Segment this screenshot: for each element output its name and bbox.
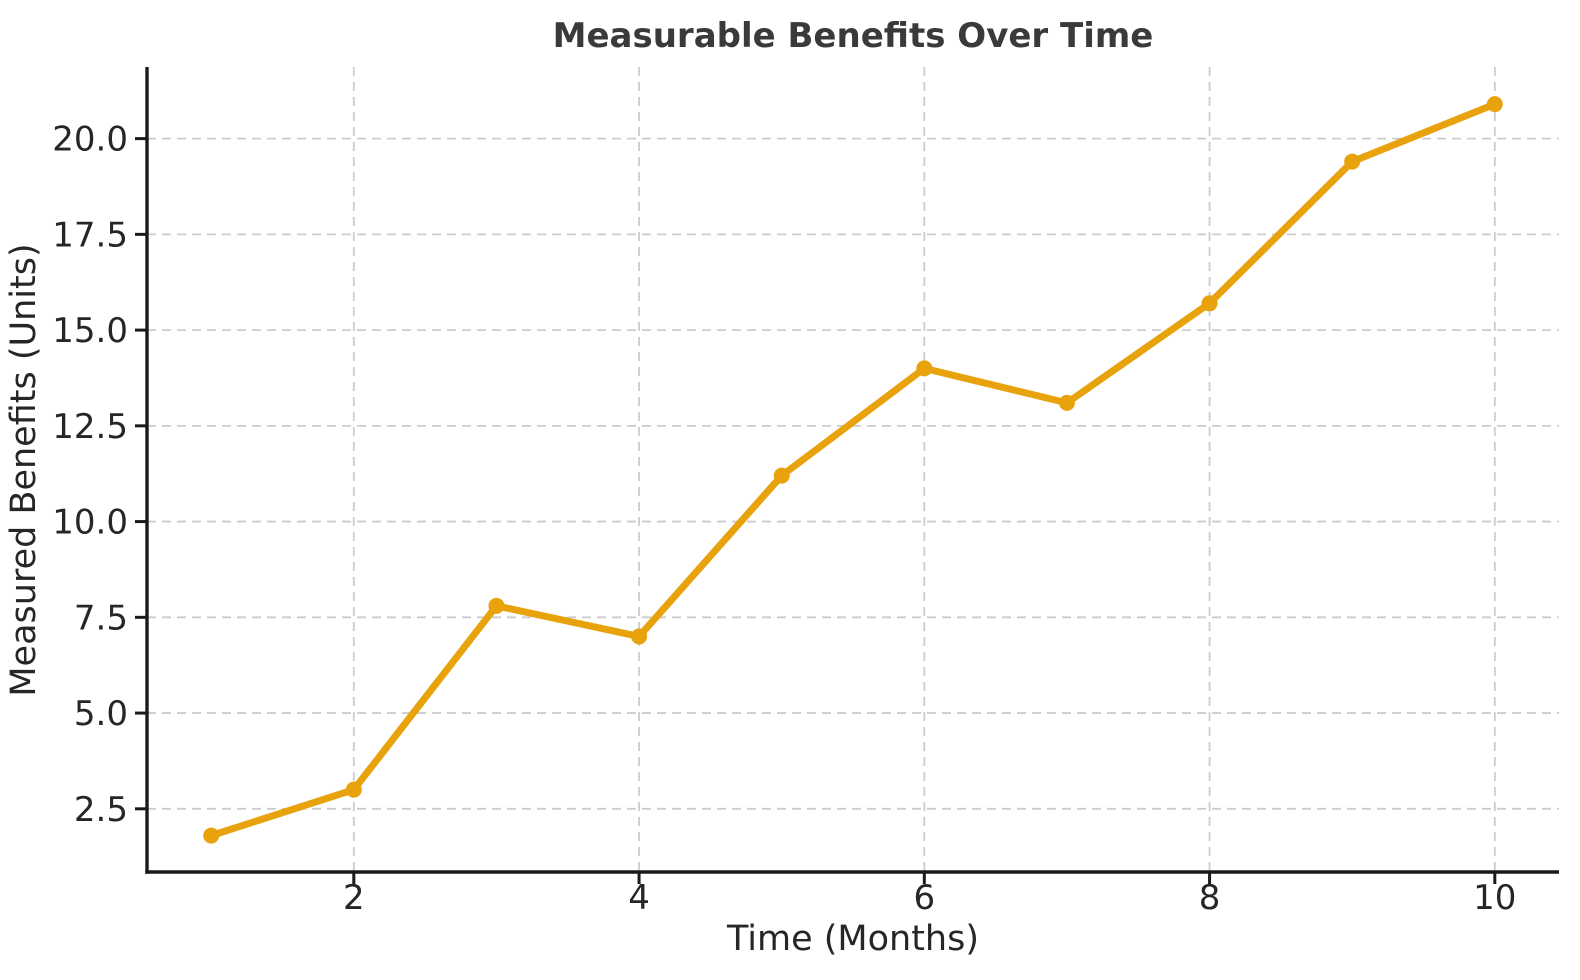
y-tick-label: 10.0 [52,503,128,543]
y-tick-label: 2.5 [74,790,128,830]
x-tick-label: 2 [343,878,365,918]
y-tick-label: 15.0 [52,311,128,351]
x-tick-label: 10 [1473,878,1516,918]
data-point [1201,295,1218,312]
grid-layer [147,67,1559,872]
y-tick-label: 7.5 [74,598,128,638]
data-point [345,781,362,798]
data-point [1344,153,1361,170]
x-tick-label: 6 [913,878,935,918]
y-tick-label: 5.0 [74,694,128,734]
x-axis-label: Time (Months) [726,919,979,959]
series-line [207,100,1499,840]
y-tick-label: 20.0 [52,120,128,160]
tick-layer: 2 4 6 8 10 2.5 5.0 7.5 10.0 12.5 15.0 17.5 20.0 [52,120,1516,918]
chart-title: Measurable Benefits Over Time [553,16,1154,56]
y-tick-label: 12.5 [52,407,128,447]
data-point [773,467,790,484]
data-point [916,360,933,377]
data-point [1486,96,1503,113]
data-point [488,597,505,614]
y-axis-label: Measured Benefits (Units) [4,243,44,696]
axes-layer [145,67,1559,874]
data-point [203,827,220,844]
data-point [1058,394,1075,411]
data-point [631,628,648,645]
x-tick-label: 8 [1199,878,1221,918]
y-tick-label: 17.5 [52,215,128,255]
x-tick-label: 4 [628,878,650,918]
series-layer [203,96,1503,844]
